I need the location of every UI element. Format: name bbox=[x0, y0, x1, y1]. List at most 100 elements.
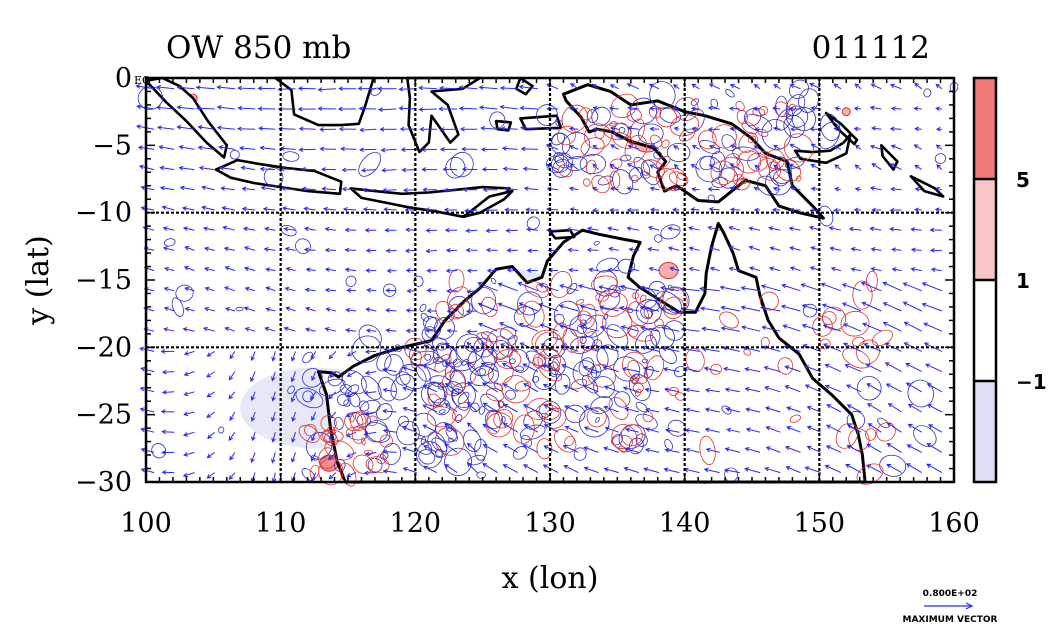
wind-vector bbox=[422, 424, 438, 433]
ow-contour bbox=[382, 442, 401, 466]
wind-vector bbox=[592, 106, 599, 111]
wind-vector bbox=[399, 126, 417, 132]
ow-contour bbox=[295, 387, 324, 409]
wind-vector bbox=[178, 165, 195, 171]
ow-contour bbox=[818, 205, 834, 227]
wind-vector bbox=[603, 385, 619, 393]
wind-vector bbox=[748, 266, 761, 272]
wind-vector bbox=[730, 207, 740, 213]
vector-legend-label: MAXIMUM VECTOR bbox=[902, 615, 997, 625]
wind-vector bbox=[701, 326, 720, 332]
wind-vector bbox=[914, 186, 922, 192]
ow-contour bbox=[584, 123, 612, 150]
wind-vector bbox=[506, 248, 518, 253]
wind-vector bbox=[806, 425, 821, 433]
ow-contour bbox=[595, 292, 609, 302]
wind-vector bbox=[914, 82, 923, 90]
wind-vector bbox=[730, 144, 741, 150]
wind-vector bbox=[910, 247, 922, 253]
wind-vector bbox=[690, 163, 700, 171]
wind-vector bbox=[425, 248, 437, 254]
vector-legend: 0.800E+02 MAXIMUM VECTOR bbox=[902, 589, 997, 625]
wind-vector bbox=[643, 467, 660, 474]
wind-vector bbox=[341, 186, 357, 192]
ow-contour bbox=[282, 151, 300, 162]
ow-contour bbox=[744, 114, 773, 133]
wind-vector bbox=[466, 268, 478, 274]
wind-vector bbox=[921, 282, 943, 292]
wind-vector bbox=[478, 105, 498, 111]
wind-vector bbox=[744, 367, 761, 373]
wind-vector bbox=[583, 466, 599, 474]
wind-vector bbox=[650, 144, 660, 150]
wind-vector bbox=[385, 288, 397, 293]
wind-vector bbox=[788, 106, 801, 112]
wind-vector bbox=[223, 246, 236, 252]
wind-vector bbox=[926, 383, 943, 393]
ow-contour bbox=[448, 303, 464, 320]
ow-contour bbox=[324, 439, 354, 461]
wind-vector bbox=[869, 144, 882, 150]
wind-vector bbox=[905, 363, 922, 373]
wind-vector bbox=[221, 206, 235, 211]
wind-vector bbox=[660, 306, 680, 312]
ow-contour bbox=[318, 447, 337, 469]
wind-vector bbox=[690, 207, 700, 212]
ow-contour bbox=[719, 311, 739, 329]
wind-vector bbox=[426, 268, 437, 274]
ow-contour bbox=[578, 407, 610, 438]
wind-vector bbox=[741, 325, 761, 332]
wind-vector bbox=[789, 246, 801, 251]
wind-vector bbox=[752, 106, 761, 112]
wind-vector bbox=[543, 445, 559, 453]
wind-vector bbox=[905, 463, 922, 474]
wind-vector bbox=[438, 85, 458, 91]
wind-vector bbox=[806, 405, 821, 413]
wind-vector bbox=[366, 287, 377, 293]
ow-contour bbox=[934, 153, 947, 164]
wind-vector bbox=[765, 406, 781, 413]
ow-contour bbox=[721, 134, 737, 152]
wind-vector bbox=[785, 465, 801, 474]
wind-vector bbox=[627, 105, 639, 111]
wind-vector bbox=[384, 227, 397, 233]
ow-contour bbox=[287, 385, 295, 395]
ow-contour bbox=[298, 424, 320, 443]
ow-contour bbox=[721, 405, 732, 415]
wind-vector bbox=[386, 268, 397, 274]
bougainville-coast bbox=[879, 144, 899, 171]
ow-contour bbox=[532, 356, 544, 368]
ow-contour bbox=[593, 376, 615, 399]
wind-vector bbox=[259, 145, 276, 151]
ow-contour bbox=[533, 353, 547, 367]
wind-vector bbox=[506, 267, 518, 273]
ow-contour bbox=[163, 238, 176, 247]
wind-vectors bbox=[135, 82, 943, 484]
vector-legend-arrowhead bbox=[965, 602, 974, 610]
wind-vector bbox=[163, 286, 175, 292]
ow-contour bbox=[594, 129, 605, 139]
wind-vector bbox=[886, 422, 902, 433]
wind-vector bbox=[422, 384, 438, 393]
ow-contour bbox=[654, 234, 663, 243]
wind-vector bbox=[609, 186, 619, 192]
wind-vector bbox=[708, 206, 720, 212]
ow-contour bbox=[644, 366, 654, 379]
wind-vector bbox=[771, 207, 781, 213]
wind-vector bbox=[204, 286, 215, 292]
wind-vector bbox=[522, 444, 539, 453]
wind-vector bbox=[345, 328, 357, 333]
wind-vector bbox=[583, 405, 599, 413]
wind-vector bbox=[324, 287, 336, 293]
wind-vector bbox=[300, 166, 316, 172]
wind-vector bbox=[772, 126, 781, 131]
wind-vector bbox=[382, 367, 397, 373]
wind-vector bbox=[291, 432, 296, 443]
wind-vector bbox=[298, 147, 316, 153]
wind-vector bbox=[358, 106, 377, 111]
wind-vector bbox=[310, 452, 317, 462]
ow-contour bbox=[398, 363, 427, 390]
wind-vector bbox=[707, 105, 720, 111]
wind-vector bbox=[564, 405, 579, 413]
wind-vector bbox=[663, 387, 680, 393]
